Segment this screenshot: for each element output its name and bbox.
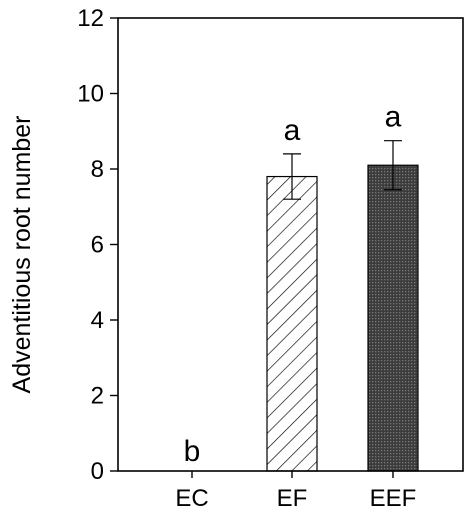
significance-letter-ef: a xyxy=(284,114,301,147)
y-tick-label: 12 xyxy=(77,5,104,32)
significance-letter-ec: b xyxy=(184,435,201,468)
y-tick-label: 8 xyxy=(91,156,104,183)
x-tick-label-eef: EEF xyxy=(370,485,417,512)
x-tick-label-ef: EF xyxy=(277,485,308,512)
y-tick-label: 4 xyxy=(91,307,104,334)
x-tick-label-ec: EC xyxy=(175,485,208,512)
y-tick-label: 6 xyxy=(91,232,104,259)
y-axis-label: Adventitious root number xyxy=(8,116,36,394)
y-tick-label: 0 xyxy=(91,458,104,485)
bar-eef xyxy=(367,164,419,472)
bar-ef xyxy=(266,175,318,472)
significance-letter-eef: a xyxy=(385,101,402,134)
y-tick-label: 2 xyxy=(91,383,104,410)
y-tick-label: 10 xyxy=(77,81,104,108)
